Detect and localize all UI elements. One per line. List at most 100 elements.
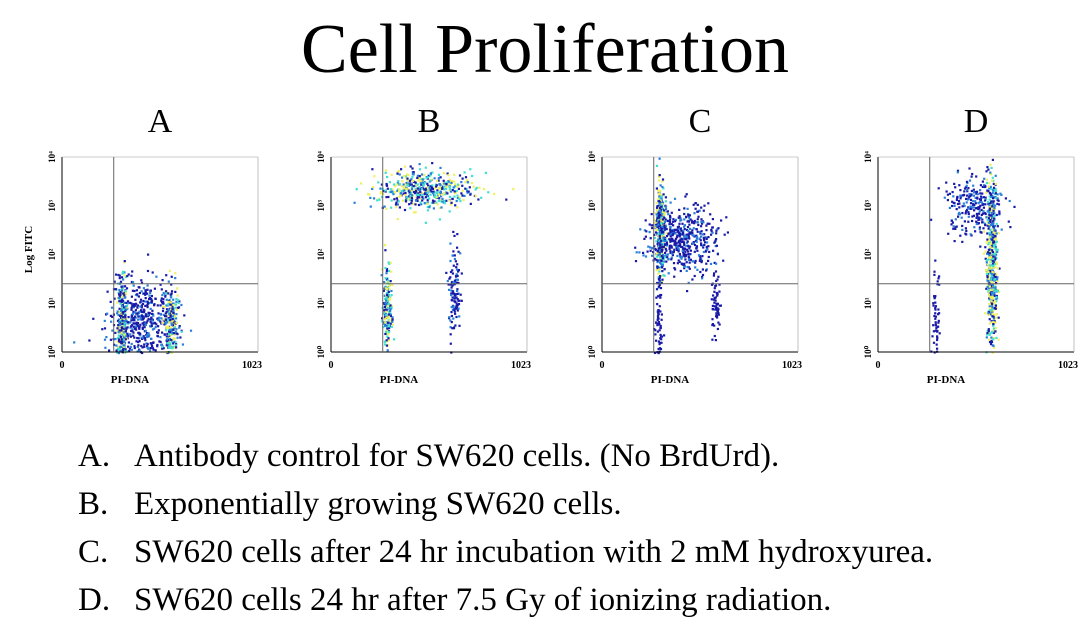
data-point [144,304,147,307]
data-point [123,271,126,274]
data-point [423,174,426,177]
data-point [160,297,163,300]
data-point [372,185,375,189]
data-point [121,295,124,299]
data-point [172,332,176,335]
data-point [657,285,660,288]
data-point [657,272,660,275]
data-point [991,217,994,220]
data-point [688,256,691,259]
data-point [989,242,992,245]
data-point [656,316,660,319]
data-point [426,187,429,190]
data-point [671,254,674,257]
data-point [136,324,139,328]
data-point [694,266,697,269]
data-point [464,187,467,190]
data-point [418,185,421,189]
x-tick-label: 1023 [242,360,262,371]
data-point [934,315,937,318]
data-point [992,297,995,300]
data-point [418,196,421,199]
data-point [388,181,391,184]
data-point [456,274,459,277]
data-point [385,182,388,186]
data-point [411,194,414,197]
data-point [167,332,171,336]
population-cloud [710,270,722,342]
data-point [660,228,663,231]
data-point [448,189,451,192]
data-point [399,194,402,197]
data-point [451,189,454,192]
data-point [989,238,993,241]
data-point [121,322,124,325]
data-point [659,281,662,284]
data-point [973,203,976,207]
data-point [660,293,663,297]
data-point [699,258,702,261]
data-point [424,181,427,184]
data-point [391,188,394,191]
data-point [703,204,706,207]
data-point [993,214,996,217]
data-point [394,203,398,206]
data-point [992,323,995,326]
data-point [668,244,671,247]
data-point [998,210,1001,213]
data-point [139,305,142,308]
data-point [165,292,168,295]
data-point [989,309,992,312]
data-point [676,248,679,251]
data-point [172,342,175,345]
data-point [691,233,694,237]
data-point [1007,220,1010,223]
data-point [139,318,142,321]
data-point [151,319,154,322]
caption-b: B. Exponentially growing SW620 cells. [78,480,933,528]
data-point [987,223,990,226]
data-point [688,267,691,270]
data-point [453,234,456,237]
data-point [124,291,127,294]
data-point [130,342,133,345]
data-point [662,187,665,190]
data-point [992,338,995,341]
data-point [700,220,703,223]
data-point [649,249,652,252]
data-point [966,188,969,191]
data-point [148,334,151,337]
data-point [414,199,418,202]
data-point [118,297,121,300]
data-point [469,168,472,171]
data-point [987,313,990,316]
data-point [464,181,467,184]
data-point [709,213,712,216]
data-point [118,300,121,303]
data-point [705,224,708,227]
data-point [385,304,388,307]
data-point [698,237,701,240]
data-point [995,289,998,292]
data-point [1004,197,1007,200]
data-point [388,320,392,323]
data-point [170,321,173,324]
data-point [988,291,991,294]
data-point [385,313,388,317]
data-point [167,310,170,313]
data-point [687,213,690,216]
data-point [937,277,940,280]
data-point [715,314,718,317]
data-point [990,278,993,281]
data-point [653,218,656,221]
data-point [441,197,444,200]
data-point [136,345,139,349]
data-point [980,196,983,199]
data-point [430,186,433,189]
data-point [147,311,150,314]
y-tick-label: 10³ [47,200,57,212]
data-point [454,324,457,327]
data-point [408,195,411,198]
data-point [965,201,968,204]
